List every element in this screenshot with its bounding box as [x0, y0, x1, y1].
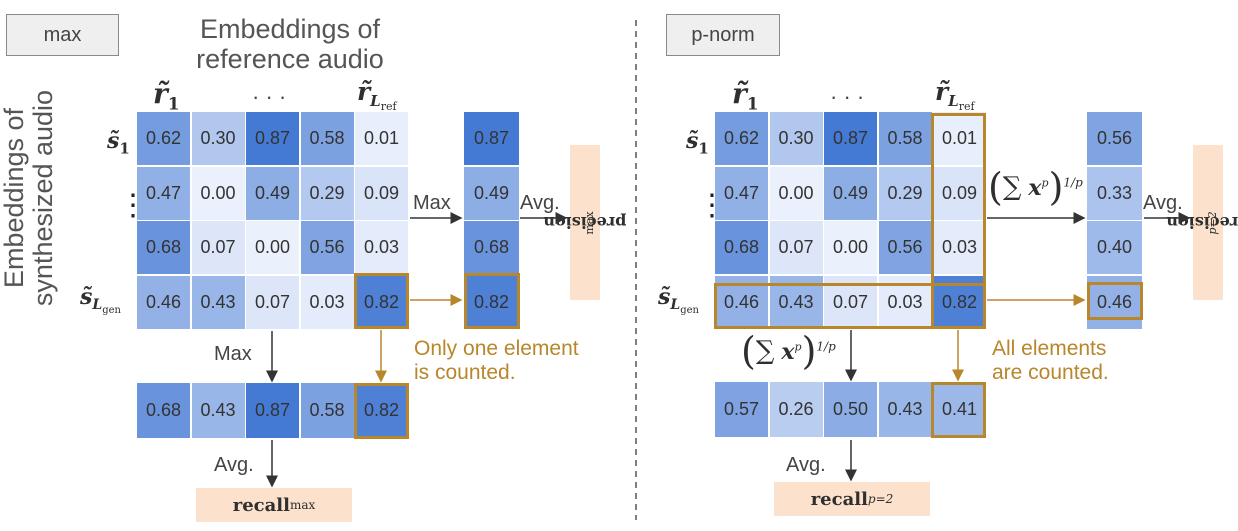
row-result-cell: 0.56: [1087, 112, 1143, 166]
matrix-cell: 0.68: [137, 221, 191, 275]
matrix-cell: 0.62: [715, 112, 769, 166]
highlight-row-result-right: [1087, 282, 1143, 320]
matrix-cell: 0.00: [769, 166, 824, 221]
matrix-cell: 0.82: [355, 275, 409, 330]
highlight-col-result: [354, 383, 409, 439]
matrix-cell: 0.56: [878, 221, 933, 275]
pnorm-formula-row: (∑ xp)1/p: [988, 165, 1083, 209]
highlight-max-cell: [354, 273, 409, 329]
col-label-last: r̃Lref: [357, 77, 397, 113]
matrix-cell: 0.49: [824, 166, 878, 221]
col-label-dots: · · ·: [252, 84, 287, 109]
col-result-cell: 0.50: [824, 382, 878, 438]
col-result-cell: 0.87: [246, 383, 300, 439]
col-result-cell: 0.43: [191, 383, 246, 439]
col-label-last-right: r̃Lref: [935, 77, 975, 113]
precision-p2-result: precisionp=2: [1166, 145, 1238, 300]
row-result-cell: 0.68: [464, 221, 520, 275]
matrix-cell: 0.68: [715, 221, 769, 275]
matrix-cell: 0.00: [824, 221, 878, 275]
row-result-cell: 0.49: [464, 166, 520, 221]
matrix-cell: 0.00: [191, 166, 246, 221]
row-label-last-right: s̃Lgen: [658, 284, 699, 317]
pnorm-formula-col: (∑ xp)1/p: [741, 329, 836, 373]
left-panel: max Embeddings of reference audio Embedd…: [0, 14, 627, 522]
highlight-col-result-right: [931, 382, 986, 438]
matrix-cell: 0.09: [355, 166, 409, 221]
matrix-cell: 0.43: [191, 275, 246, 330]
matrix-cell: 0.47: [715, 166, 769, 221]
row-result-cell: 0.87: [464, 112, 520, 166]
recall-max-result: recall max: [196, 488, 352, 522]
matrix-cell: 0.30: [769, 112, 824, 166]
matrix-cell: 0.29: [878, 166, 933, 221]
matrix-cell: 0.87: [246, 112, 300, 166]
matrix-cell: 0.29: [300, 166, 355, 221]
matrix-cell: 0.58: [300, 112, 355, 166]
reference-audio-title: Embeddings of reference audio: [196, 14, 384, 74]
highlight-row-result: [464, 273, 520, 329]
all-elements-note: All elements are counted.: [992, 337, 1109, 384]
col-result-cell: 0.57: [715, 382, 769, 438]
matrix-cell: 0.09: [933, 166, 987, 221]
max-label: max: [6, 14, 119, 56]
matrix-cell: 0.03: [300, 275, 355, 330]
p-norm-label: p-norm: [666, 14, 780, 56]
matrix-cell: 0.62: [137, 112, 191, 166]
op-col-max: Max: [214, 343, 252, 365]
matrix-cell: 0.58: [878, 112, 933, 166]
matrix-cell: 0.07: [246, 275, 300, 330]
col-result-cell: 0.43: [878, 382, 933, 438]
recall-p2-result: recall p=2: [774, 482, 930, 516]
avg-col-label-right: Avg.: [786, 454, 826, 476]
avg-col-label: Avg.: [214, 454, 254, 476]
highlight-last-row: [714, 283, 986, 329]
op-row-max: Max: [413, 192, 451, 214]
col-label-first: r̃1: [153, 77, 180, 115]
matrix-cell: 0.03: [355, 221, 409, 275]
row-label-first-right: s̃1: [686, 128, 709, 158]
avg-row-label-right: Avg.: [1143, 192, 1183, 214]
matrix-cell: 0.01: [933, 112, 987, 166]
matrix-cell: 0.56: [300, 221, 355, 275]
col-result-cell: 0.58: [300, 383, 355, 439]
row-result-cell: 0.40: [1087, 221, 1143, 275]
row-label-last: s̃Lgen: [80, 284, 121, 317]
col-result-cell: 0.68: [137, 383, 191, 439]
matrix-cell: 0.07: [769, 221, 824, 275]
matrix-cell: 0.07: [191, 221, 246, 275]
matrix-cell: 0.00: [246, 221, 300, 275]
matrix-cell: 0.01: [355, 112, 409, 166]
col-result-cell: 0.82: [355, 383, 409, 439]
precision-max-result: precision max: [543, 145, 627, 300]
matrix-cell: 0.30: [191, 112, 246, 166]
col-label-first-right: r̃1: [732, 77, 759, 115]
avg-row-label: Avg.: [520, 192, 560, 214]
matrix-cell: 0.87: [824, 112, 878, 166]
col-label-dots-right: · · ·: [830, 84, 865, 109]
matrix-cell: 0.03: [933, 221, 987, 275]
only-one-note: Only one element is counted.: [414, 337, 579, 384]
row-label-first: s̃1: [107, 128, 130, 158]
col-result-cell: 0.26: [769, 382, 824, 438]
matrix-cell: 0.49: [246, 166, 300, 221]
row-result-cell: 0.33: [1087, 166, 1143, 221]
col-result-cell: 0.41: [933, 382, 987, 438]
matrix-cell: 0.46: [137, 275, 191, 330]
matrix-cell: 0.47: [137, 166, 191, 221]
